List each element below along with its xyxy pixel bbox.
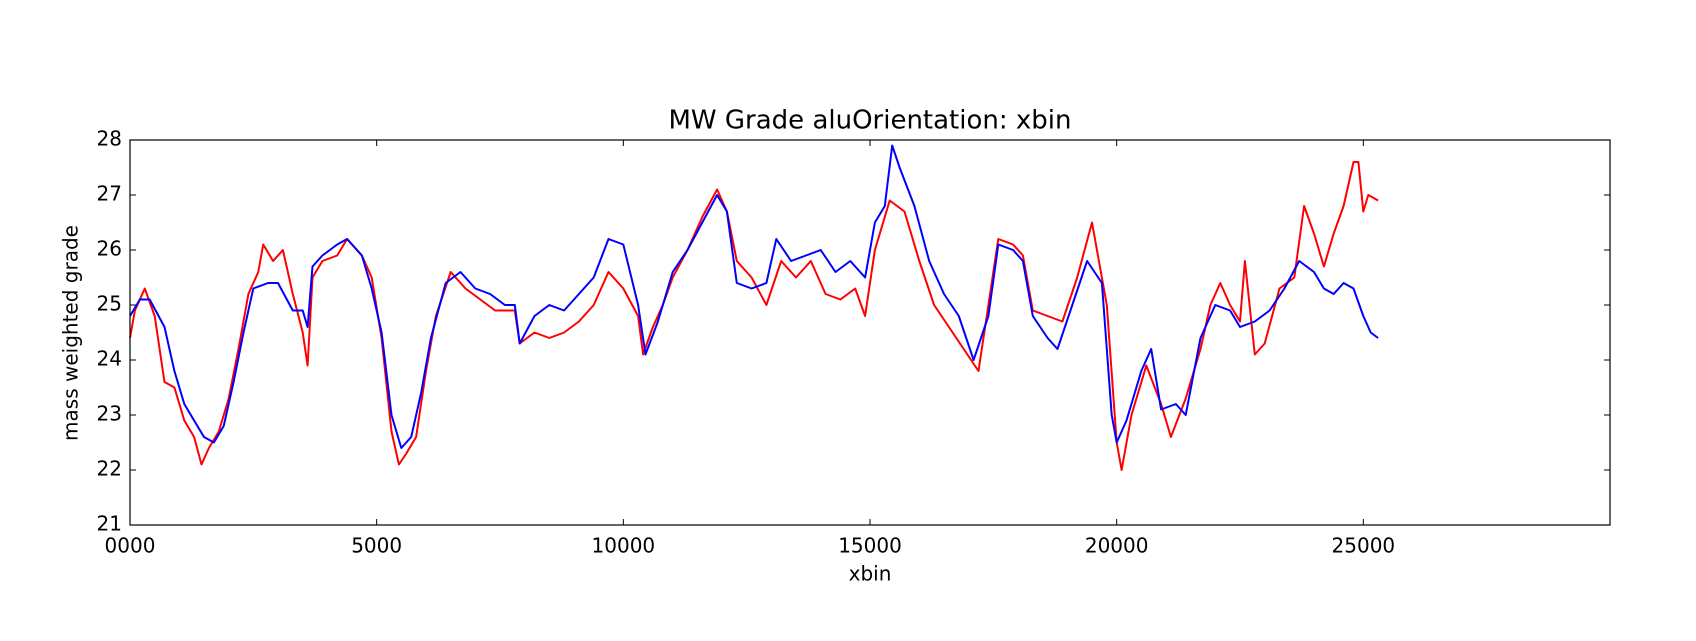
x-axis-label: xbin: [849, 562, 892, 586]
y-tick-label: 28: [97, 127, 122, 151]
line-series: [129, 144, 1379, 449]
y-tick-label: 21: [97, 512, 122, 536]
y-tick-label: 27: [97, 182, 122, 206]
y-axis-label: mass weighted grade: [59, 225, 83, 441]
y-tick-label: 25: [97, 292, 122, 316]
y-tick-label: 23: [97, 402, 122, 426]
y-tick-label: 24: [97, 347, 122, 371]
x-tick-label: 5000: [351, 534, 402, 558]
line-series: [129, 161, 1379, 471]
x-tick-label: 20000: [1085, 534, 1149, 558]
plot-frame: [129, 139, 1611, 526]
x-tick-label: 15000: [838, 534, 902, 558]
chart-title: MW Grade aluOrientation: xbin: [669, 106, 1072, 136]
x-tick-label: 0000: [105, 534, 156, 558]
x-tick-label: 10000: [592, 534, 656, 558]
x-tick-label: 25000: [1332, 534, 1396, 558]
y-tick-label: 26: [97, 237, 122, 261]
y-tick-label: 22: [97, 457, 122, 481]
